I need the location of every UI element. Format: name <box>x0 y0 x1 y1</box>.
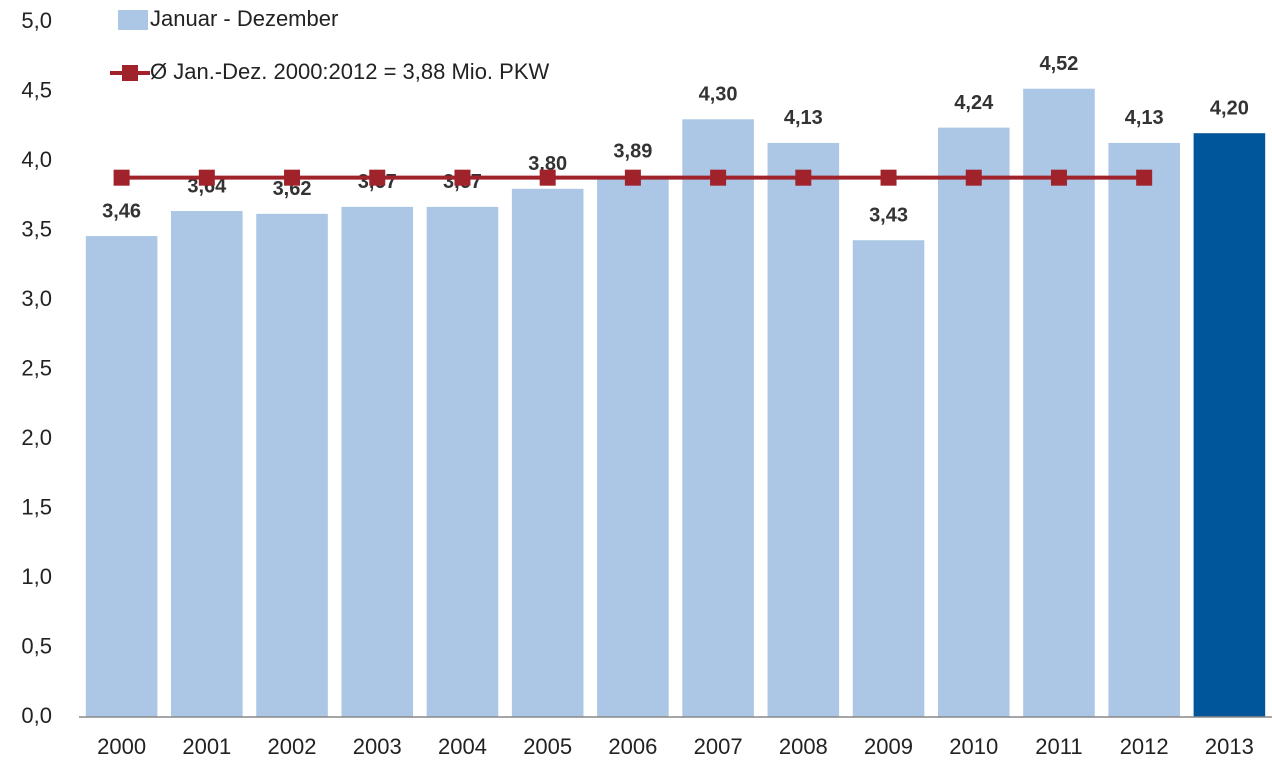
x-tick-label: 2004 <box>438 734 487 759</box>
line-marker <box>539 169 556 186</box>
bar <box>937 127 1010 717</box>
value-label: 4,13 <box>1125 107 1164 129</box>
x-tick-label: 2011 <box>1035 734 1082 759</box>
bar <box>1193 133 1266 717</box>
line-marker <box>624 169 641 186</box>
line-marker <box>795 169 812 186</box>
line-marker <box>369 169 386 186</box>
x-tick-label: 2001 <box>182 734 231 759</box>
x-tick-label: 2009 <box>864 734 913 759</box>
line-marker <box>454 169 471 186</box>
bar <box>597 176 669 718</box>
x-tick-label: 2006 <box>608 734 657 759</box>
bar <box>171 211 243 718</box>
bar <box>85 236 158 717</box>
legend-label: Januar - Dezember <box>150 6 338 31</box>
value-label: 4,52 <box>1039 53 1078 75</box>
legend-swatch <box>122 65 138 81</box>
bar <box>767 142 840 717</box>
line-marker <box>965 169 982 186</box>
line-marker <box>113 169 130 186</box>
value-label: 4,13 <box>784 107 823 129</box>
x-tick-label: 2012 <box>1120 734 1169 759</box>
y-tick-label: 2,5 <box>21 355 52 380</box>
x-tick-label: 2008 <box>779 734 828 759</box>
value-label: 3,46 <box>102 200 141 222</box>
line-marker <box>710 169 727 186</box>
bar <box>426 206 499 717</box>
y-tick-label: 0,5 <box>21 633 52 658</box>
x-tick-label: 2013 <box>1205 734 1254 759</box>
value-label: 4,30 <box>699 84 738 106</box>
value-label: 4,24 <box>954 92 994 114</box>
bar <box>682 119 754 718</box>
bar <box>1023 88 1095 718</box>
line-marker <box>1050 169 1067 186</box>
y-tick-label: 5,0 <box>21 8 52 33</box>
line-marker <box>198 169 215 186</box>
value-label: 3,62 <box>273 178 312 200</box>
y-tick-label: 0,0 <box>21 703 52 728</box>
bar <box>1108 142 1180 717</box>
value-label: 4,20 <box>1210 97 1249 119</box>
bar <box>511 188 584 718</box>
x-tick-label: 2010 <box>949 734 998 759</box>
line-marker <box>880 169 897 186</box>
legend-swatch <box>118 10 148 30</box>
value-label: 3,43 <box>869 205 908 227</box>
legend-label: Ø Jan.-Dez. 2000:2012 = 3,88 Mio. PKW <box>150 59 550 84</box>
y-tick-label: 1,5 <box>21 494 52 519</box>
x-tick-label: 2007 <box>694 734 743 759</box>
y-tick-label: 4,0 <box>21 147 52 172</box>
y-tick-label: 3,0 <box>21 286 52 311</box>
y-tick-label: 3,5 <box>21 216 52 241</box>
y-tick-label: 2,0 <box>21 425 52 450</box>
line-marker <box>284 169 301 186</box>
y-tick-label: 4,5 <box>21 77 52 102</box>
y-tick-label: 1,0 <box>21 564 52 589</box>
bar <box>256 213 328 717</box>
bar <box>341 206 414 717</box>
bar <box>852 240 925 718</box>
x-tick-label: 2003 <box>353 734 402 759</box>
x-tick-label: 2005 <box>523 734 572 759</box>
x-tick-label: 2002 <box>268 734 317 759</box>
value-label: 3,89 <box>613 141 652 163</box>
value-label: 3,80 <box>528 153 567 175</box>
value-label: 3,64 <box>187 175 227 197</box>
line-marker <box>1136 169 1153 186</box>
x-tick-label: 2000 <box>97 734 146 759</box>
